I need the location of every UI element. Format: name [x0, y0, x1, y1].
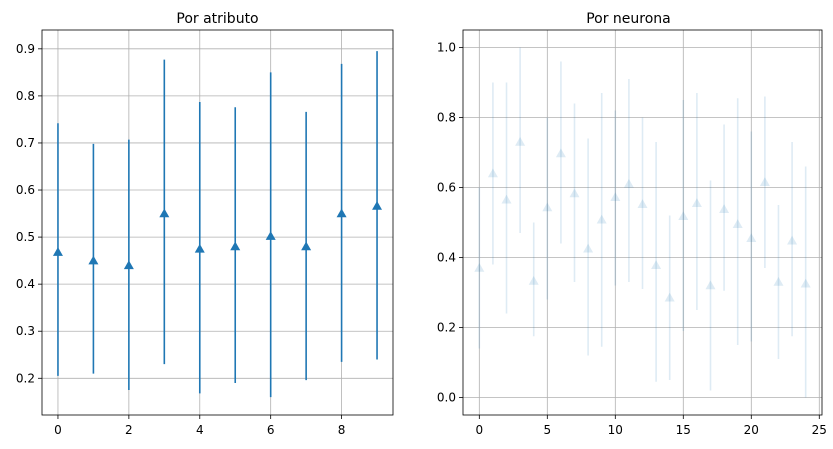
data-point-marker	[474, 263, 485, 272]
y-tick-label: 0.4	[437, 251, 456, 265]
data-point-marker	[678, 211, 689, 220]
x-tick-label: 25	[812, 423, 827, 437]
data-point-marker	[542, 202, 553, 212]
x-tick-label: 2	[125, 423, 133, 437]
y-tick-label: 0.5	[16, 230, 35, 244]
chart-por-neurona: Por neurona 0 5 10 15 20 25 0.0 0.2 0.4 0.6 0.8 1.0	[437, 11, 827, 437]
data-point-marker	[664, 292, 675, 302]
data-point-marker	[569, 188, 580, 198]
data-point-marker	[759, 177, 770, 186]
data-point-marker	[265, 231, 276, 240]
data-point-marker	[487, 168, 498, 178]
data-point-marker	[88, 255, 99, 265]
data-point-marker	[596, 214, 607, 224]
data-point-marker	[301, 241, 312, 251]
y-tick-label: 0.4	[16, 277, 35, 291]
y-tick-label: 0.7	[16, 136, 35, 150]
x-tick-label: 4	[196, 423, 204, 437]
data-point-marker	[732, 219, 743, 228]
data-point-marker	[651, 260, 662, 269]
data-point-marker	[555, 148, 566, 158]
y-tick-label: 0.6	[16, 183, 35, 197]
data-point-marker	[637, 199, 648, 209]
data-point-marker	[372, 201, 383, 210]
y-tick-label: 0.2	[16, 371, 35, 385]
data-point-marker	[194, 243, 205, 253]
chart-title: Por neurona	[586, 11, 671, 27]
data-point-marker	[719, 204, 730, 213]
y-tick-label: 0.2	[437, 321, 456, 335]
y-tick-label: 1.0	[437, 41, 456, 55]
data-point-marker	[691, 198, 702, 207]
x-tick-label: 20	[744, 423, 759, 437]
data-point-marker	[787, 235, 798, 245]
data-point-marker	[230, 241, 241, 251]
plot-frame	[462, 29, 823, 416]
y-tick-label: 0.8	[437, 111, 456, 125]
data-point-marker	[610, 192, 621, 202]
x-tick-label: 0	[54, 423, 62, 437]
data-point-marker	[336, 208, 347, 218]
data-point-marker	[773, 277, 784, 286]
x-tick-label: 10	[608, 423, 623, 437]
data-point-marker	[159, 208, 170, 218]
data-point-marker	[800, 278, 811, 288]
x-tick-label: 15	[676, 423, 691, 437]
data-point-marker	[52, 247, 63, 256]
data-point-marker	[623, 179, 634, 188]
x-tick-label: 5	[543, 423, 551, 437]
data-point-marker	[705, 280, 716, 290]
x-tick-label: 8	[338, 423, 346, 437]
data-point-marker	[123, 260, 134, 270]
plot-frame	[41, 29, 394, 416]
data-point-marker	[746, 233, 757, 242]
chart-por-atributo: Por atributo 0 2 4 6 8 0.2 0.3 0.4 0.5 0.6 0.7 0.8 0…	[16, 11, 394, 437]
y-tick-label: 0.6	[437, 181, 456, 195]
y-tick-label: 0.3	[16, 324, 35, 338]
x-tick-label: 6	[267, 423, 275, 437]
y-tick-label: 0.9	[16, 42, 35, 56]
y-tick-label: 0.0	[437, 391, 456, 405]
x-tick-label: 0	[475, 423, 483, 437]
chart-title: Por atributo	[176, 11, 258, 27]
data-point-marker	[501, 194, 512, 204]
y-tick-label: 0.8	[16, 89, 35, 103]
data-point-marker	[583, 243, 594, 253]
data-point-marker	[528, 275, 539, 285]
data-point-marker	[515, 137, 526, 146]
